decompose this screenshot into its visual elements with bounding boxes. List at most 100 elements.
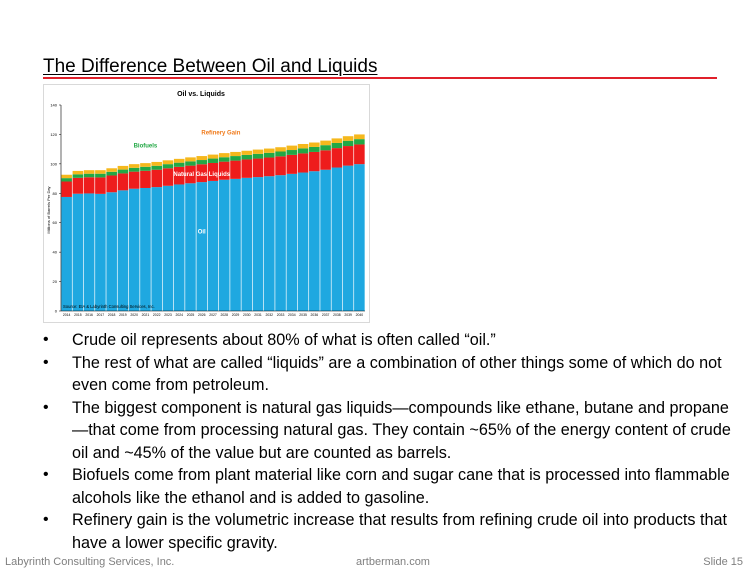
bullet-dot: • (43, 466, 49, 483)
oil-vs-liquids-chart: Oil vs. Liquids Millions of Barrels Per … (43, 84, 370, 323)
x-tick-label: 2029 (232, 313, 240, 317)
bar-natural-gas-liquids (320, 150, 331, 170)
x-tick-label: 2018 (108, 313, 116, 317)
bar-natural-gas-liquids (342, 146, 354, 166)
x-tick-label: 2032 (266, 313, 274, 317)
bar-oil (275, 175, 286, 311)
bar-oil (61, 196, 72, 311)
chart-title: Oil vs. Liquids (177, 91, 225, 98)
bar-oil (264, 176, 275, 311)
bar-biofuels (309, 146, 320, 152)
x-tick-label: 2014 (63, 313, 71, 317)
bar-natural-gas-liquids (162, 168, 174, 186)
bar-refinery-gain (162, 160, 174, 165)
bar-biofuels (140, 166, 151, 171)
bar-refinery-gain (128, 164, 140, 168)
chart-bars-group: Oil Natural Gas Liquids Biofuels Refinery G… (61, 130, 365, 311)
bar-natural-gas-liquids (140, 170, 151, 188)
series-label-oil: Oil (198, 230, 206, 236)
x-tick-label: 2037 (322, 313, 330, 317)
bar-oil (72, 193, 84, 311)
bar-oil (162, 185, 174, 311)
bullet-text: The rest of what are called “liquids” ar… (72, 353, 722, 395)
bar-biofuels (297, 148, 309, 154)
series-label-natural-gas-liquids: Natural Gas Liquids (173, 172, 230, 178)
bar-oil (342, 165, 354, 311)
x-tick-label: 2027 (209, 313, 217, 317)
y-tick-label: 40 (53, 250, 58, 255)
bar-oil (297, 172, 309, 311)
bar-oil (128, 188, 140, 311)
bar-oil (252, 177, 264, 311)
bar-refinery-gain (264, 148, 275, 153)
bar-oil (95, 193, 106, 311)
bullet-list: • Crude oil represents about 80% of what … (40, 329, 740, 554)
x-tick-label: 2020 (130, 313, 138, 317)
series-label-refinery-gain: Refinery Gain (201, 130, 240, 136)
bar-natural-gas-liquids (173, 166, 185, 185)
bar-biofuels (95, 173, 106, 178)
bar-refinery-gain (140, 163, 151, 167)
bar-refinery-gain (196, 156, 208, 161)
y-tick-label: 100 (50, 161, 57, 166)
y-tick-label: 20 (53, 279, 58, 284)
bullet-dot: • (43, 511, 49, 528)
bar-oil (83, 193, 95, 311)
bar-refinery-gain (72, 170, 84, 175)
bullet-text: Crude oil represents about 80% of what i… (72, 331, 496, 349)
x-tick-label: 2015 (74, 313, 82, 317)
x-tick-label: 2028 (220, 313, 228, 317)
bar-natural-gas-liquids (230, 160, 241, 179)
bar-biofuels (196, 160, 208, 165)
bar-refinery-gain (106, 168, 117, 172)
bar-biofuels (264, 152, 275, 158)
bar-refinery-gain (173, 158, 185, 163)
bar-biofuels (320, 145, 331, 151)
series-label-biofuels: Biofuels (134, 144, 158, 150)
bar-oil (207, 180, 219, 311)
y-tick-label: 0 (55, 309, 58, 314)
bar-refinery-gain (320, 140, 331, 146)
bar-refinery-gain (151, 161, 162, 166)
bullet-item: • Refinery gain is the volumetric increas… (40, 509, 740, 554)
bar-oil (354, 164, 365, 311)
footer-company: Labyrinth Consulting Services, Inc. (5, 556, 175, 568)
y-tick-label: 120 (50, 132, 57, 137)
bullet-dot: • (43, 331, 49, 348)
bar-oil (185, 183, 196, 311)
bar-natural-gas-liquids (151, 169, 162, 188)
footer-website: artberman.com (356, 556, 430, 568)
bar-natural-gas-liquids (106, 175, 117, 193)
x-tick-label: 2016 (85, 313, 93, 317)
bullet-text: The biggest component is natural gas liq… (72, 398, 731, 462)
bar-oil (331, 167, 343, 311)
bar-natural-gas-liquids (72, 177, 84, 194)
x-tick-label: 2024 (175, 313, 183, 317)
x-tick-label: 2034 (288, 313, 296, 317)
bar-biofuels (83, 173, 95, 178)
x-tick-label: 2030 (243, 313, 251, 317)
bar-oil (241, 177, 253, 311)
bar-refinery-gain (241, 150, 253, 155)
bar-biofuels (61, 178, 72, 182)
bullet-text: Refinery gain is the volumetric increase… (72, 511, 728, 552)
bullet-item: • Biofuels come from plant material like … (40, 464, 740, 509)
bar-natural-gas-liquids (354, 144, 365, 165)
x-tick-label: 2017 (97, 313, 105, 317)
bar-refinery-gain (354, 134, 365, 140)
bar-natural-gas-liquids (252, 158, 264, 178)
bar-natural-gas-liquids (331, 148, 343, 168)
x-tick-label: 2023 (164, 313, 172, 317)
bullet-text: Biofuels come from plant material like c… (72, 466, 730, 507)
bar-oil (117, 190, 129, 311)
bar-oil (173, 184, 185, 311)
bar-natural-gas-liquids (185, 165, 196, 184)
x-tick-label: 2021 (142, 313, 150, 317)
bar-biofuels (128, 167, 140, 172)
bar-refinery-gain (342, 136, 354, 141)
bar-biofuels (173, 162, 185, 167)
x-tick-label: 2019 (119, 313, 127, 317)
chart-y-axis-label: Millions of Barrels Per Day (46, 186, 51, 233)
bullet-dot: • (43, 398, 49, 416)
chart-axes-group: 2014 2015 2016 2017 2018 2019 2020 2021 2022 2023… (50, 103, 365, 317)
